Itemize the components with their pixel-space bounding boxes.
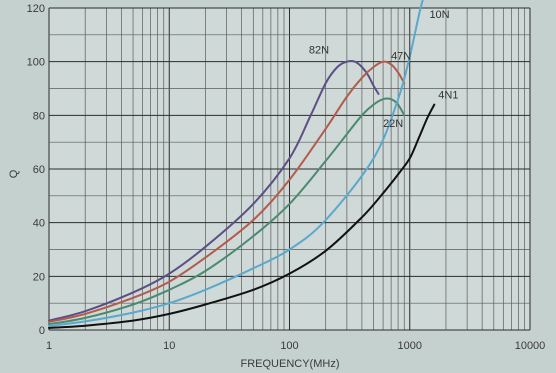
y-tick-label: 80 — [33, 110, 45, 122]
series-line-4n1 — [48, 103, 436, 329]
y-tick-label: 40 — [33, 218, 45, 230]
series-line-22n — [48, 97, 406, 326]
x-tick-label: 100 — [280, 340, 298, 352]
series-line-10n — [48, 0, 424, 327]
series-label-4n1: 4N1 — [438, 90, 458, 102]
grid — [48, 7, 531, 331]
series-line-82n — [48, 60, 380, 322]
series-label-10n: 10N — [429, 9, 449, 21]
tick-labels: 1 10 100 1000 10000 0 20 40 60 80 100 120 — [27, 3, 546, 352]
y-tick-label: 20 — [33, 271, 45, 283]
x-tick-label: 1 — [46, 340, 52, 352]
series-labels: 82N 47N 22N 10N 4N1 — [309, 9, 459, 130]
series-lines — [48, 0, 436, 329]
x-axis-title: FREQUENCY(MHz) — [241, 358, 340, 370]
series-label-82n: 82N — [309, 45, 329, 57]
series-line-47n — [48, 60, 406, 323]
x-tick-label: 10000 — [515, 340, 546, 352]
y-tick-label: 0 — [39, 325, 45, 337]
y-tick-label: 120 — [27, 3, 45, 15]
series-label-22n: 22N — [383, 118, 403, 130]
y-tick-label: 60 — [33, 164, 45, 176]
x-tick-label: 1000 — [398, 340, 422, 352]
y-tick-label: 100 — [27, 57, 45, 69]
x-tick-label: 10 — [163, 340, 175, 352]
y-axis-title: Q — [8, 169, 20, 178]
series-label-47n: 47N — [391, 51, 411, 63]
